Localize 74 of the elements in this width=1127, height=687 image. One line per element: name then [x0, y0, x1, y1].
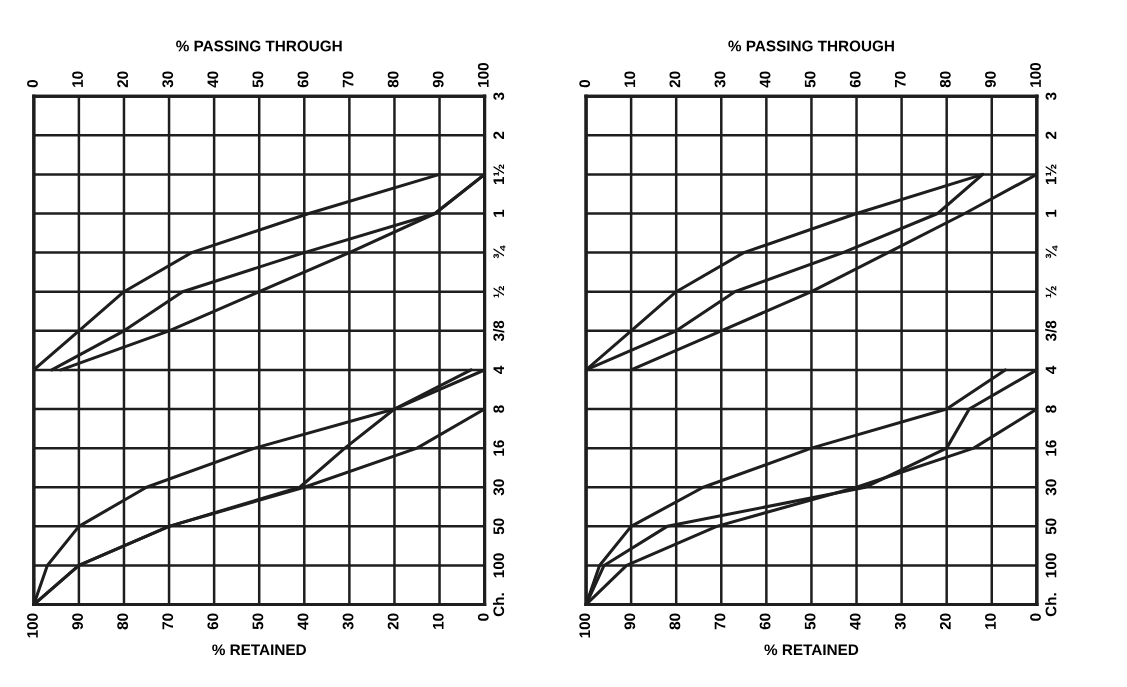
x2-axis-title: % PASSING THROUGH — [728, 40, 894, 52]
x2-tick-label: 40 — [759, 71, 771, 88]
x2-tick-label: 40 — [207, 71, 219, 88]
y-tick-label: 8 — [1045, 405, 1057, 413]
y-tick-label: 50 — [493, 518, 505, 535]
x-tick-label: 100 — [579, 613, 591, 638]
x-tick-label: 30 — [894, 613, 906, 630]
x-tick-label: 40 — [849, 613, 861, 630]
y-tick-label: 4 — [1045, 365, 1057, 374]
x-tick-label: 50 — [804, 613, 816, 630]
x2-tick-label: 20 — [669, 71, 681, 88]
x2-tick-label: 70 — [342, 71, 354, 88]
x2-tick-label: 10 — [624, 71, 636, 87]
x-tick-label: 90 — [72, 613, 83, 630]
x-tick-label: 80 — [117, 613, 129, 630]
x2-tick-label: 30 — [714, 71, 726, 88]
y-tick-label: ½ — [1045, 286, 1057, 298]
x-tick-label: 20 — [387, 613, 399, 630]
x2-tick-label: 90 — [985, 71, 996, 88]
x-tick-label: 30 — [342, 613, 354, 630]
y-tick-label: 100 — [493, 553, 505, 578]
x-tick-label: 70 — [714, 613, 726, 630]
y-tick-label: 3 — [1045, 92, 1057, 101]
y-tick-label: 30 — [493, 479, 505, 496]
x2-tick-label: 60 — [297, 71, 309, 88]
y-tick-label: ¾ — [493, 245, 506, 259]
y-tick-label: 2 — [1045, 131, 1057, 139]
y-tick-label: 1½ — [1045, 164, 1057, 185]
y-tick-label: 4 — [493, 365, 505, 374]
y-tick-label: 3/8 — [1045, 320, 1057, 342]
y-tick-label: 16 — [1045, 440, 1057, 456]
y-tick-label: ¾ — [1045, 245, 1058, 259]
y-tick-label: 100 — [1045, 553, 1057, 578]
y-tick-label: 30 — [1045, 479, 1057, 496]
x2-tick-label: 90 — [432, 71, 444, 88]
x-tick-label: 60 — [207, 613, 219, 630]
y-tick-label: 1 — [493, 209, 505, 217]
y-tick-label: 8 — [493, 405, 505, 413]
x-tick-label: 40 — [297, 613, 309, 630]
x2-axis-title: % PASSING THROUGH — [176, 40, 342, 52]
x-axis-title: % RETAINED — [764, 644, 859, 656]
x-tick-label: 80 — [669, 613, 681, 630]
x-tick-label: 0 — [1030, 613, 1041, 621]
y-tick-label: 1½ — [493, 164, 505, 185]
x-tick-label: 90 — [624, 613, 636, 630]
x2-tick-label: 0 — [579, 79, 591, 88]
y-tick-label: 2 — [493, 131, 505, 139]
x-axis-title: % RETAINED — [212, 644, 306, 656]
x2-tick-label: 20 — [117, 71, 129, 88]
x2-tick-label: 60 — [849, 71, 861, 88]
x-tick-label: 60 — [759, 613, 771, 630]
x2-tick-label: 50 — [252, 71, 264, 88]
y-tick-label: Ch. — [492, 593, 505, 617]
x2-tick-label: 80 — [387, 71, 399, 88]
x2-tick-label: 50 — [804, 71, 816, 88]
x-tick-label: 70 — [162, 613, 174, 630]
x2-tick-label: 10 — [72, 71, 83, 87]
x-tick-label: 10 — [432, 613, 444, 629]
x2-tick-label: 80 — [939, 71, 951, 88]
x2-tick-label: 70 — [894, 71, 906, 88]
y-tick-label: ½ — [493, 286, 505, 298]
y-tick-label: 3 — [493, 92, 505, 101]
x-tick-label: 10 — [985, 613, 996, 629]
x-tick-label: 50 — [252, 613, 264, 630]
y-tick-label: 3/8 — [492, 320, 505, 342]
y-tick-label: 50 — [1045, 518, 1057, 535]
y-tick-label: 16 — [493, 440, 505, 456]
x2-tick-label: 30 — [162, 71, 174, 88]
y-tick-label: Ch. — [1045, 593, 1057, 617]
x-tick-label: 100 — [27, 613, 38, 638]
x2-tick-label: 0 — [27, 79, 38, 88]
x-tick-label: 0 — [477, 613, 489, 621]
y-tick-label: 1 — [1045, 209, 1057, 217]
x-tick-label: 20 — [939, 613, 951, 630]
